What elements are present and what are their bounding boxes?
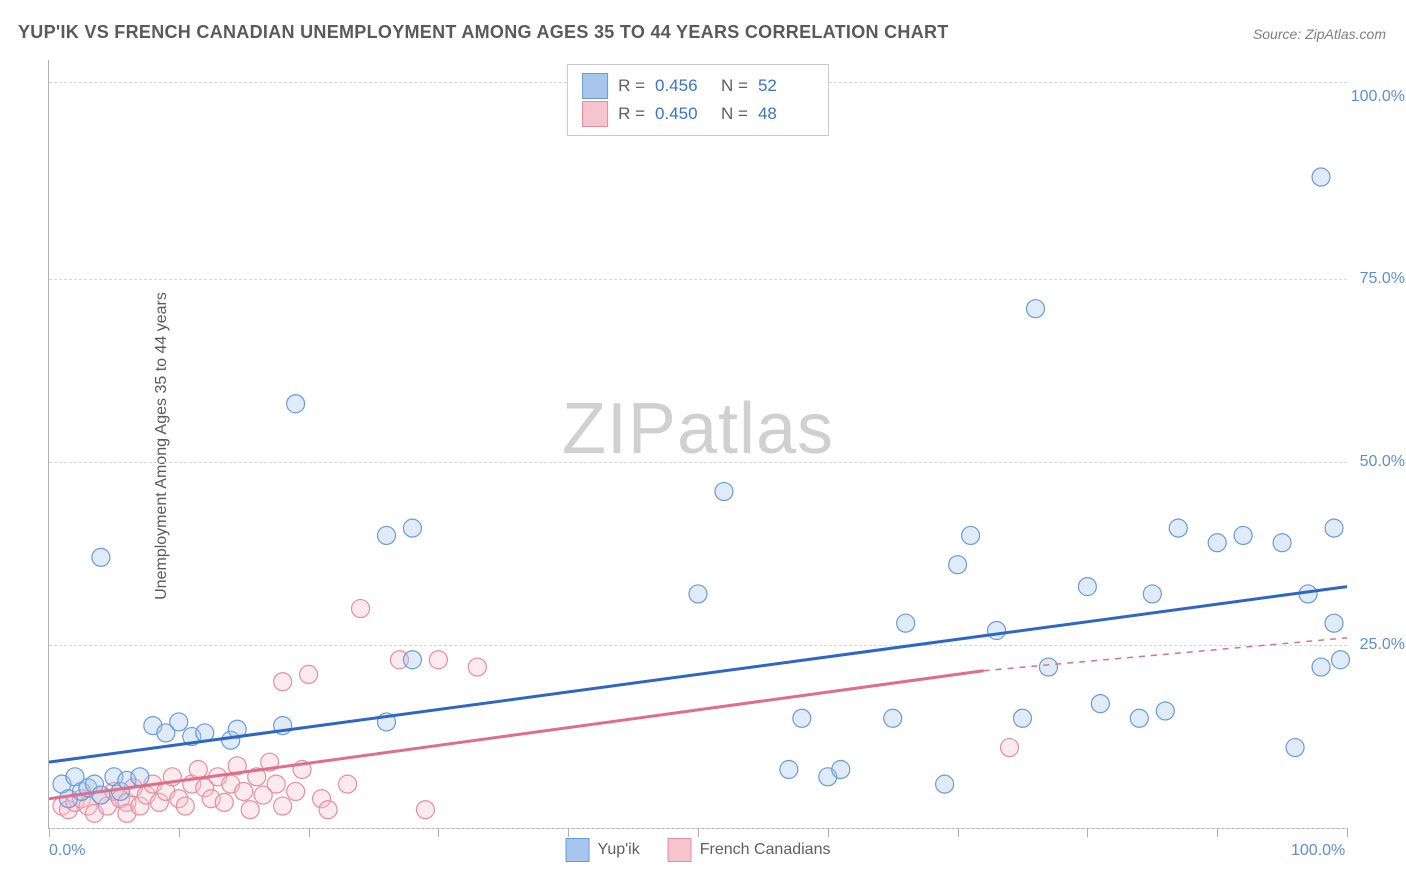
legend-r-label: R = — [618, 104, 645, 124]
legend-row: R = 0.456 N = 52 — [582, 73, 814, 99]
legend-item: Yup'ik — [566, 838, 640, 862]
data-point — [793, 709, 811, 727]
data-point — [215, 793, 233, 811]
data-point — [1273, 534, 1291, 552]
x-tick — [179, 828, 180, 837]
legend-correlation: R = 0.456 N = 52 R = 0.450 N = 48 — [567, 64, 829, 136]
data-point — [1001, 739, 1019, 757]
data-point — [287, 395, 305, 413]
legend-label: French Canadians — [700, 841, 831, 859]
chart-title: YUP'IK VS FRENCH CANADIAN UNEMPLOYMENT A… — [18, 22, 949, 43]
legend-row: R = 0.450 N = 48 — [582, 101, 814, 127]
legend-n-value: 52 — [758, 76, 814, 96]
legend-series: Yup'ik French Canadians — [566, 838, 831, 862]
x-tick — [438, 828, 439, 837]
x-tick — [1217, 828, 1218, 837]
data-point — [267, 775, 285, 793]
y-tick-label: 75.0% — [1360, 270, 1405, 288]
trend-line — [49, 587, 1347, 763]
data-point — [988, 622, 1006, 640]
data-point — [1130, 709, 1148, 727]
x-tick-label: 100.0% — [1291, 842, 1345, 860]
x-tick — [1087, 828, 1088, 837]
data-point — [715, 483, 733, 501]
x-tick — [958, 828, 959, 837]
data-point — [884, 709, 902, 727]
x-tick — [568, 828, 569, 837]
data-point — [92, 786, 110, 804]
legend-r-value: 0.450 — [655, 104, 711, 124]
x-tick-label: 0.0% — [49, 842, 85, 860]
data-point — [780, 760, 798, 778]
legend-n-value: 48 — [758, 104, 814, 124]
data-point — [274, 673, 292, 691]
legend-r-label: R = — [618, 76, 645, 96]
scatter-plot — [49, 60, 1347, 828]
data-point — [131, 768, 149, 786]
legend-n-label: N = — [721, 104, 748, 124]
data-point — [1325, 614, 1343, 632]
x-tick — [698, 828, 699, 837]
data-point — [832, 760, 850, 778]
legend-label: Yup'ik — [598, 841, 640, 859]
data-point — [1143, 585, 1161, 603]
data-point — [1234, 526, 1252, 544]
data-point — [689, 585, 707, 603]
source-text: Source: ZipAtlas.com — [1253, 26, 1386, 42]
data-point — [1039, 658, 1057, 676]
data-point — [176, 797, 194, 815]
data-point — [1156, 702, 1174, 720]
data-point — [429, 651, 447, 669]
x-tick — [828, 828, 829, 837]
data-point — [416, 801, 434, 819]
data-point — [1312, 658, 1330, 676]
data-point — [287, 782, 305, 800]
y-tick-label: 50.0% — [1360, 453, 1405, 471]
data-point — [1169, 519, 1187, 537]
data-point — [1312, 168, 1330, 186]
trend-line-dashed — [984, 638, 1347, 671]
legend-swatch — [668, 838, 692, 862]
legend-swatch — [582, 73, 608, 99]
data-point — [936, 775, 954, 793]
data-point — [319, 801, 337, 819]
data-point — [1325, 519, 1343, 537]
legend-swatch — [566, 838, 590, 862]
x-tick — [309, 828, 310, 837]
data-point — [1332, 651, 1350, 669]
data-point — [300, 665, 318, 683]
legend-r-value: 0.456 — [655, 76, 711, 96]
x-tick — [1347, 828, 1348, 837]
data-point — [274, 797, 292, 815]
data-point — [235, 782, 253, 800]
data-point — [1091, 695, 1109, 713]
legend-n-label: N = — [721, 76, 748, 96]
legend-item: French Canadians — [668, 838, 831, 862]
data-point — [189, 760, 207, 778]
data-point — [1078, 578, 1096, 596]
y-tick-label: 100.0% — [1351, 88, 1405, 106]
legend-swatch — [582, 101, 608, 127]
data-point — [352, 600, 370, 618]
data-point — [1014, 709, 1032, 727]
x-tick — [49, 828, 50, 837]
data-point — [339, 775, 357, 793]
data-point — [241, 801, 259, 819]
data-point — [403, 651, 421, 669]
chart-area: ZIPatlas 25.0%50.0%75.0%100.0% 0.0%100.0… — [48, 60, 1347, 829]
data-point — [170, 713, 188, 731]
data-point — [962, 526, 980, 544]
data-point — [92, 548, 110, 566]
data-point — [897, 614, 915, 632]
data-point — [949, 556, 967, 574]
data-point — [403, 519, 421, 537]
data-point — [377, 526, 395, 544]
y-tick-label: 25.0% — [1360, 636, 1405, 654]
data-point — [1208, 534, 1226, 552]
data-point — [468, 658, 486, 676]
data-point — [1286, 739, 1304, 757]
data-point — [1026, 300, 1044, 318]
